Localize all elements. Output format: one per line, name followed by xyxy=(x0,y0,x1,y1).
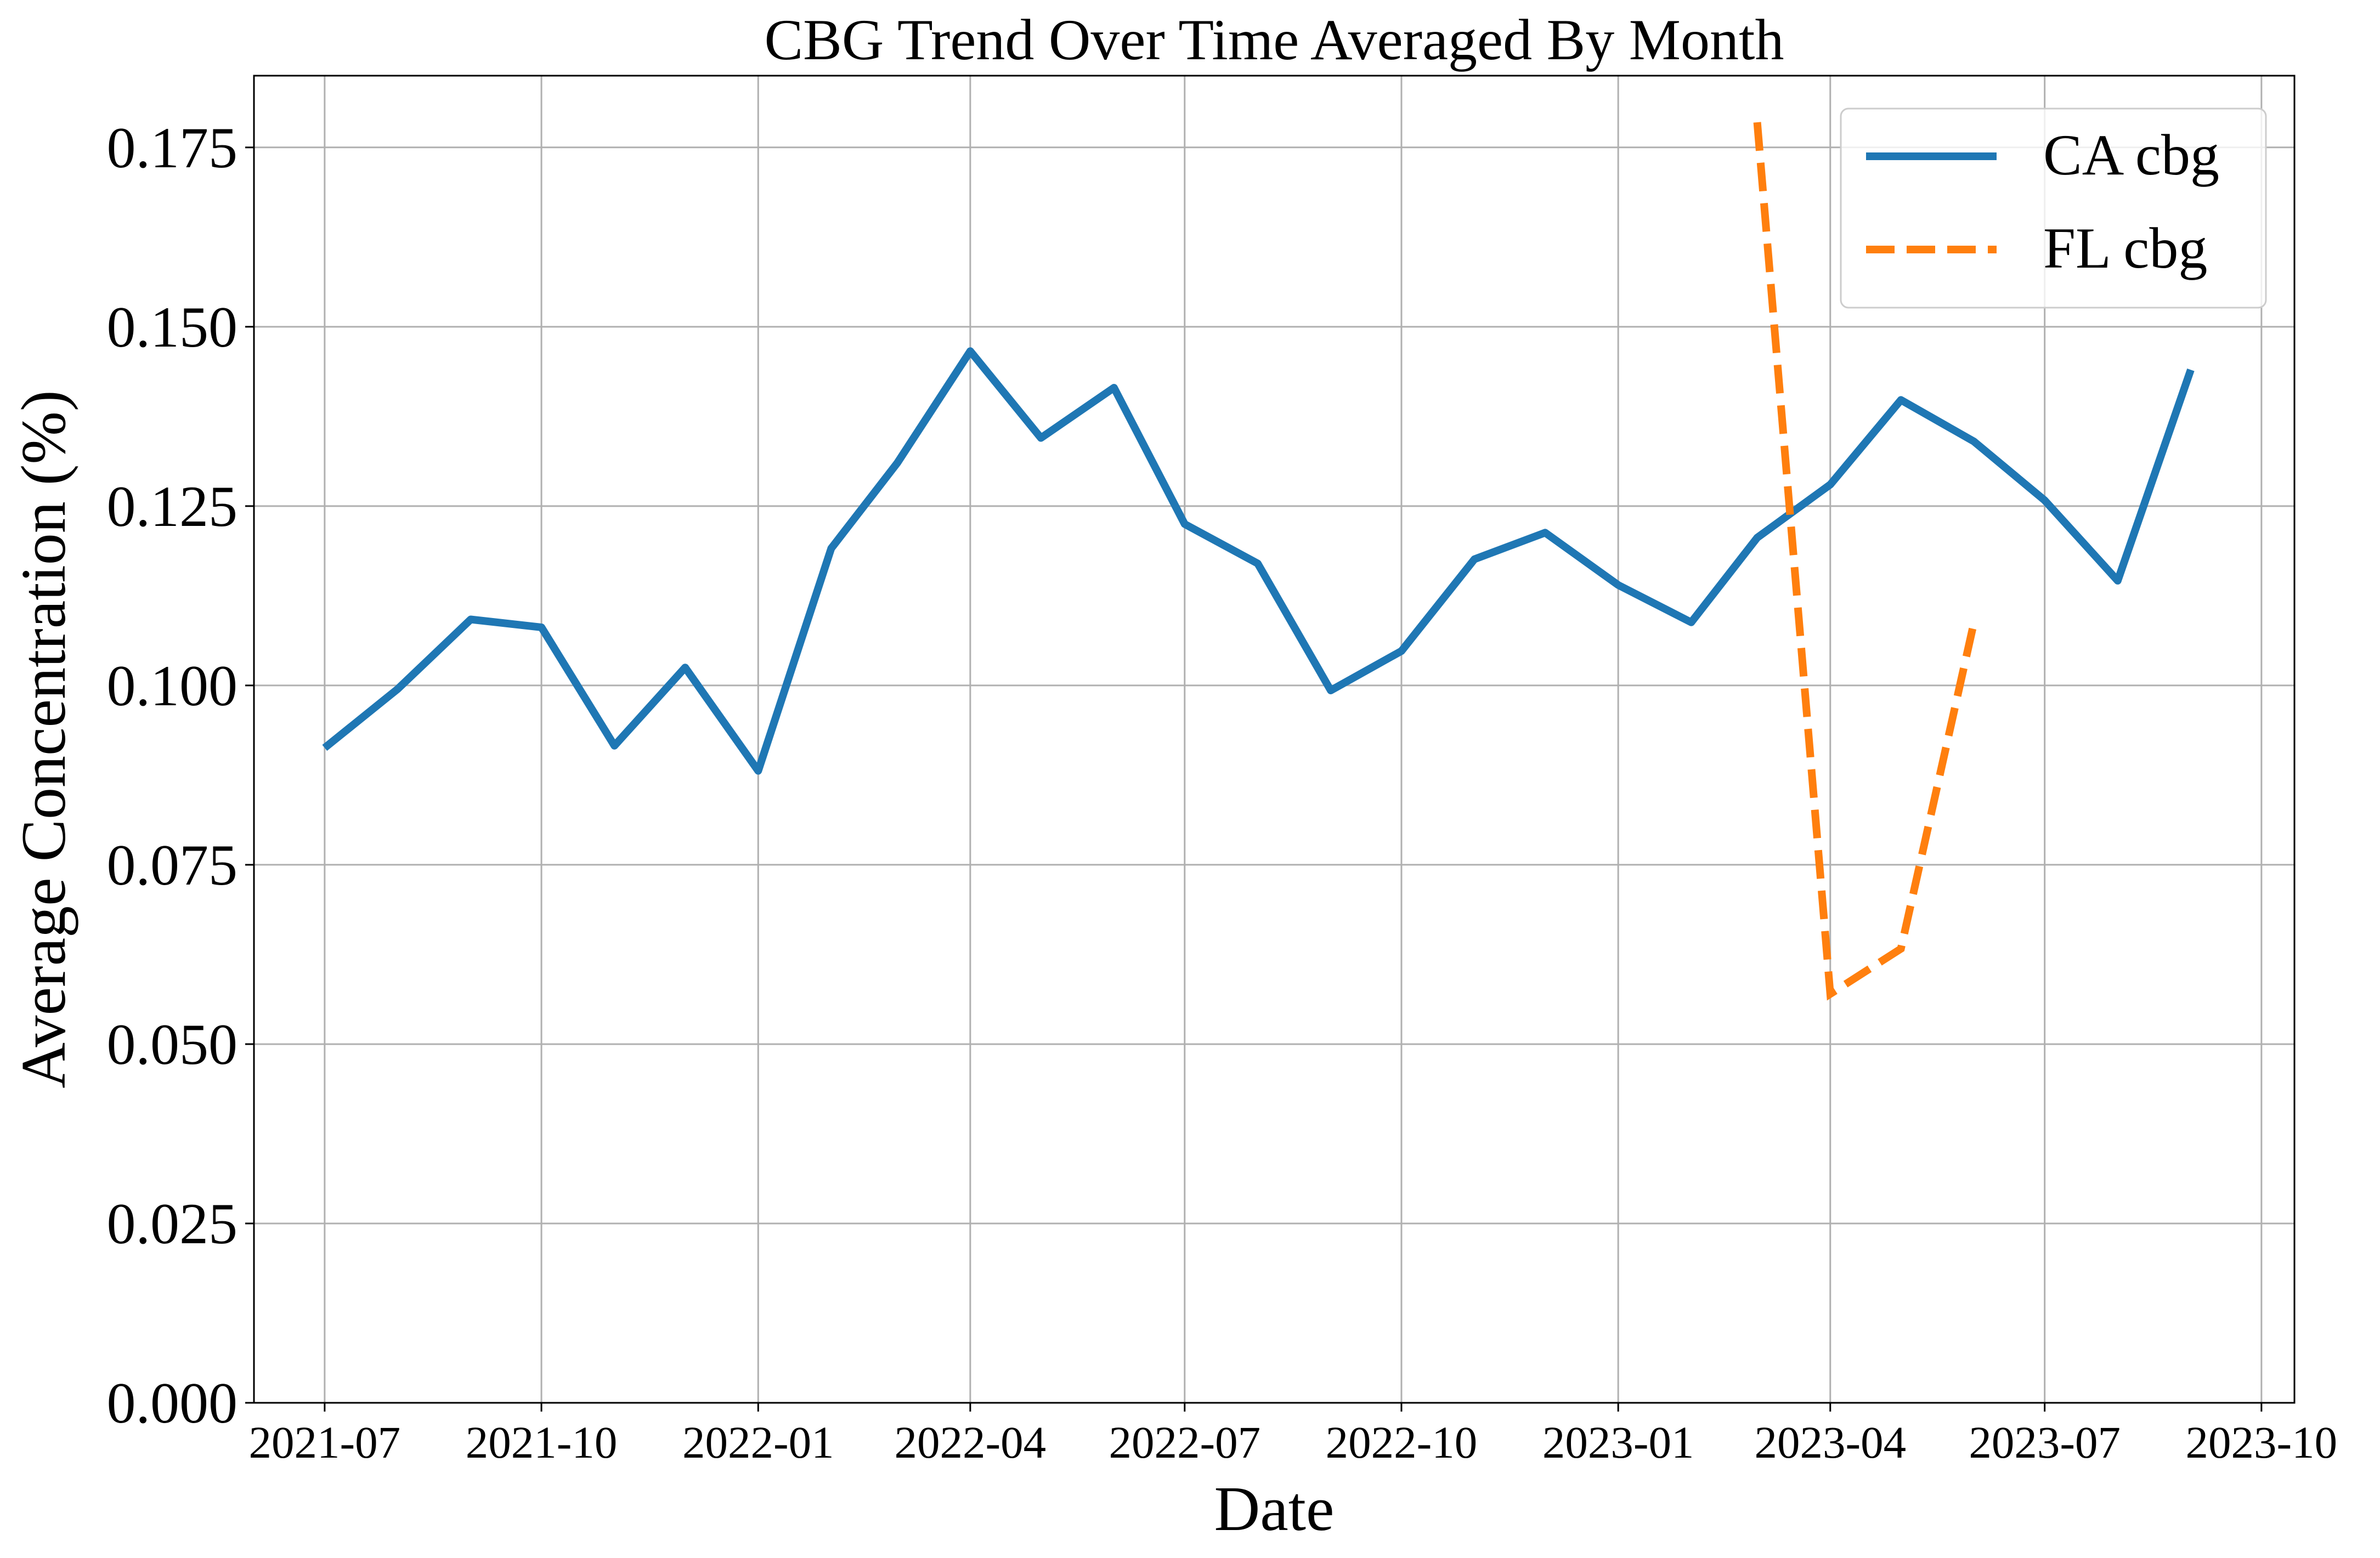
y-tick-label: 0.150 xyxy=(107,295,238,359)
x-tick-label: 2021-10 xyxy=(466,1417,618,1468)
x-tick-label: 2022-07 xyxy=(1109,1417,1260,1468)
x-tick-label: 2022-04 xyxy=(895,1417,1047,1468)
y-tick-label: 0.075 xyxy=(107,833,238,897)
series-line-fl-cbg xyxy=(1753,122,1978,1001)
legend-label-fl-cbg: FL cbg xyxy=(2043,216,2207,280)
x-axis-label: Date xyxy=(1214,1474,1335,1544)
x-tick-label: 2023-10 xyxy=(2186,1417,2338,1468)
y-tick-label: 0.050 xyxy=(107,1012,238,1077)
y-tick-label: 0.100 xyxy=(107,654,238,718)
legend: CA cbg FL cbg xyxy=(1840,107,2267,309)
x-axis-ticks: 2021-07 2021-10 2022-01 2022-04 2022-07 2022-… xyxy=(249,1403,2338,1468)
y-tick-label: 0.000 xyxy=(107,1371,238,1435)
y-tick-label: 0.125 xyxy=(107,474,238,539)
y-tick-label: 0.025 xyxy=(107,1192,238,1256)
plot-frame xyxy=(253,75,2296,1404)
legend-label-ca-cbg: CA cbg xyxy=(2043,123,2219,187)
x-tick-label: 2023-01 xyxy=(1542,1417,1694,1468)
x-tick-label: 2021-07 xyxy=(249,1417,401,1468)
x-tick-label: 2022-01 xyxy=(682,1417,834,1468)
y-axis-ticks: 0.000 0.025 0.050 0.075 0.100 0.125 0.150 0.175 xyxy=(107,116,254,1435)
x-tick-label: 2023-04 xyxy=(1754,1417,1906,1468)
series-layer xyxy=(322,122,2195,1001)
x-tick-label: 2022-10 xyxy=(1326,1417,1478,1468)
chart-title: CBG Trend Over Time Averaged By Month xyxy=(764,8,1784,72)
y-axis-label: Average Concentration (%) xyxy=(9,390,79,1088)
series-line-ca-cbg xyxy=(322,347,2195,775)
x-tick-label: 2023-07 xyxy=(1969,1417,2121,1468)
y-tick-label: 0.175 xyxy=(107,116,238,180)
